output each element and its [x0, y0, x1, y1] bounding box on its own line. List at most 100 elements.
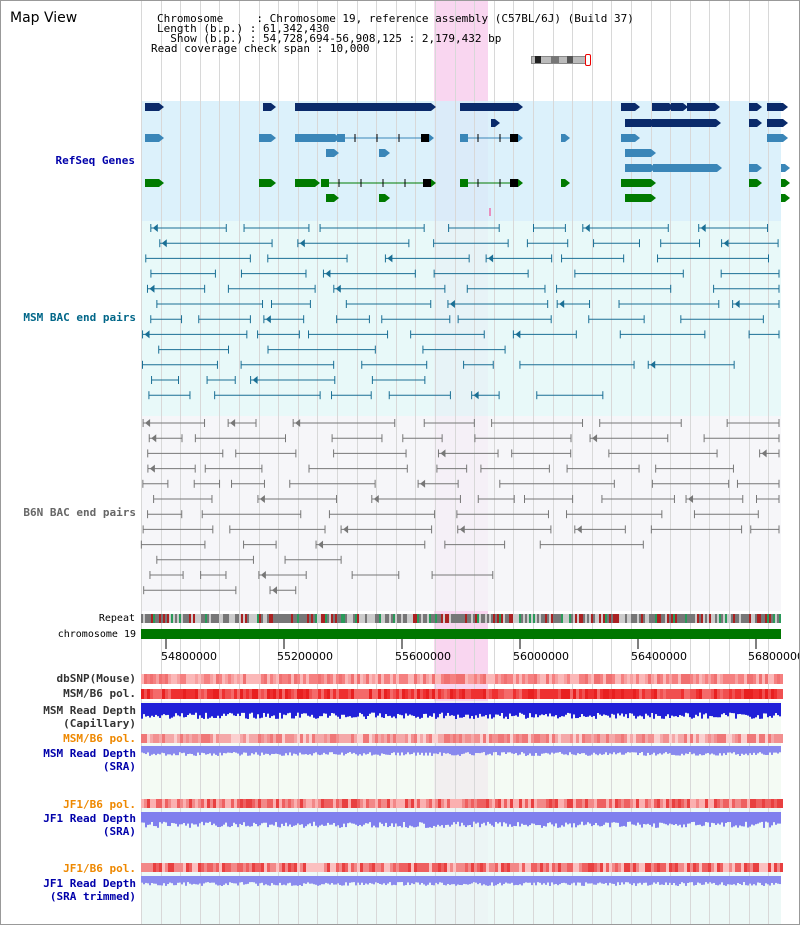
b6n-bac-end-pairs-label[interactable]: B6N BAC end pairs: [23, 506, 136, 519]
jf1-depth-sra-bar: [439, 812, 441, 827]
dbsnp-cell: [255, 674, 258, 684]
repeat-bar: [223, 614, 225, 623]
msm-pol-cell: [150, 689, 153, 699]
jf1-depth-trim-bar: [521, 876, 523, 886]
jf1-pol-cell: [675, 799, 678, 808]
msm-depth-cap-bar: [569, 703, 571, 714]
jf1-depth-sra-bar: [159, 812, 161, 823]
jf1-pol2-cell: [213, 863, 216, 872]
dbsnp-label[interactable]: dbSNP(Mouse): [56, 672, 136, 685]
b6n-bac-end-arrow: [440, 449, 446, 458]
jf1-depth-sra-bar: [603, 812, 605, 825]
msm-depth-cap-bar: [599, 703, 601, 715]
dbsnp-cell: [702, 674, 705, 684]
dbsnp-cell: [681, 674, 684, 684]
msm-depth-cap-bar: [467, 703, 469, 715]
msm-read-depth-sra-label[interactable]: MSM Read Depth (SRA): [43, 747, 136, 773]
dbsnp-cell: [213, 674, 216, 684]
msm-depth-cap-bar: [207, 703, 209, 719]
repeat-bar: [721, 614, 723, 623]
msm-depth-cap-bar: [329, 703, 331, 716]
jf1-depth-trim-bar: [285, 876, 287, 886]
repeat-bar: [173, 614, 175, 623]
jf1-pol-cell: [489, 799, 492, 808]
jf1-depth-sra-bar: [375, 812, 377, 828]
gene-strand-arrow: [271, 179, 276, 187]
jf1-pol2-cell: [303, 863, 306, 872]
jf1-depth-trim-bar: [627, 876, 629, 883]
msm-depth-cap-bar: [471, 703, 473, 716]
jf1-depth-sra-bar: [269, 812, 271, 825]
msm-depth-cap-bar: [747, 703, 749, 716]
msm-depth-cap-bar: [433, 703, 435, 714]
repeat-bar: [765, 614, 767, 623]
msm-pol2-cell: [504, 734, 507, 743]
jf1-pol-cell: [153, 799, 156, 808]
msm-depth-cap-bar: [519, 703, 521, 713]
dbsnp-cell: [648, 674, 651, 684]
dbsnp-cell: [270, 674, 273, 684]
chromosome-value: : Chromosome 19, reference assembly (C57…: [256, 12, 634, 25]
jf1-depth-trim-bar: [495, 876, 497, 886]
jf1-depth-sra-bar: [177, 812, 179, 827]
gene-exon: [510, 179, 518, 187]
repeat-bar: [271, 614, 273, 623]
jf1-depth-sra-bar: [651, 812, 653, 827]
msm-pol-cell: [240, 689, 243, 699]
repeat-bar: [433, 614, 435, 623]
msm-depth-cap-bar: [595, 703, 597, 719]
jf1-b6-pol-label-2[interactable]: JF1/B6 pol.: [63, 862, 136, 875]
msm-bac-end-arrow: [325, 269, 331, 278]
msm-pol-cell: [342, 689, 345, 699]
repeat-bar: [761, 614, 763, 623]
jf1-depth-trim-bar: [559, 876, 561, 885]
jf1-pol2-cell: [603, 863, 606, 872]
jf1-pol2-cell: [726, 863, 729, 872]
jf1-depth-sra-bar: [627, 812, 629, 822]
chromosome-ideogram[interactable]: [531, 54, 591, 66]
msm-depth-sra-bar: [497, 746, 499, 756]
msm-pol2-cell: [522, 734, 525, 743]
msm-pol2-cell: [213, 734, 216, 743]
dbsnp-cell: [654, 674, 657, 684]
repeat-bar: [479, 614, 481, 623]
jf1-pol2-cell: [378, 863, 381, 872]
msm-depth-cap-bar: [625, 703, 627, 715]
jf1-pol-cell: [402, 799, 405, 808]
msm-bac-end-pairs-label[interactable]: MSM BAC end pairs: [23, 311, 136, 324]
msm-b6-pol-label-2[interactable]: MSM/B6 pol.: [63, 732, 136, 745]
jf1-b6-pol-label[interactable]: JF1/B6 pol.: [63, 798, 136, 811]
repeat-bar: [743, 614, 745, 623]
msm-pol-cell: [561, 689, 564, 699]
msm-pol2-cell: [471, 734, 474, 743]
jf1-depth-sra-bar: [551, 812, 553, 825]
jf1-depth-trim-bar: [411, 876, 413, 884]
dbsnp-cell: [279, 674, 282, 684]
jf1-read-depth-trimmed-label[interactable]: JF1 Read Depth (SRA trimmed): [43, 877, 136, 903]
jf1-read-depth-sra-label[interactable]: JF1 Read Depth (SRA): [43, 812, 136, 838]
repeat-bar: [421, 614, 423, 623]
msm-read-depth-capillary-label[interactable]: MSM Read Depth (Capillary): [43, 704, 136, 730]
grid-line: [298, 1, 299, 924]
msm-depth-sra-bar: [435, 746, 437, 754]
jf1-pol2-cell: [480, 863, 483, 872]
dbsnp-cell: [588, 674, 591, 684]
msm-b6-pol-label[interactable]: MSM/B6 pol.: [63, 687, 136, 700]
msm-depth-cap-bar: [413, 703, 415, 716]
msm-depth-sra-bar: [203, 746, 205, 754]
msm-depth-sra-bar: [605, 746, 607, 753]
msm-depth-cap-bar: [181, 703, 183, 714]
msm-pol2-cell: [144, 734, 147, 743]
jf1-depth-trim-bar: [577, 876, 579, 883]
msm-depth-cap-bar: [155, 703, 157, 715]
jf1-depth-trim-bar: [183, 876, 185, 883]
repeat-bar: [231, 614, 233, 623]
jf1-depth-trim-bar: [383, 876, 385, 884]
jf1-pol-cell: [159, 799, 162, 808]
jf1-depth-sra-bar: [683, 812, 685, 825]
repeat-bar: [383, 614, 385, 623]
msm-depth-sra-bar: [771, 746, 773, 755]
jf1-pol-cell: [570, 799, 573, 808]
refseq-genes-label[interactable]: RefSeq Genes: [55, 154, 135, 167]
